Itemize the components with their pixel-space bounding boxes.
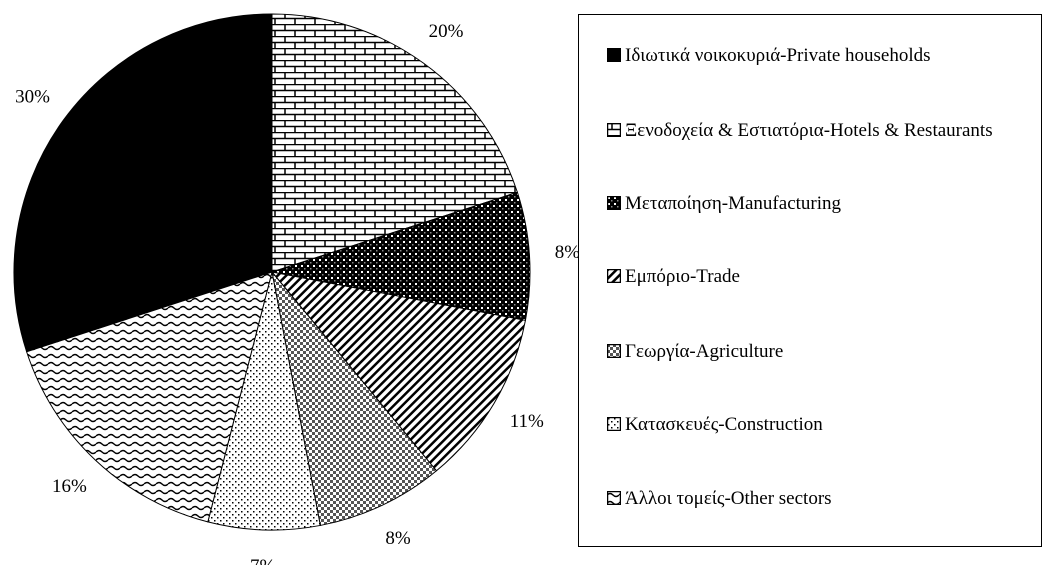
data-label: 11% — [510, 411, 544, 432]
legend-swatch — [607, 344, 621, 358]
legend-swatch-box — [607, 48, 621, 62]
data-label: 8% — [385, 528, 411, 549]
legend-swatch-box — [607, 344, 621, 358]
data-label: 8% — [555, 242, 578, 263]
pie-slice — [270, 271, 527, 472]
legend-label: Μεταποίηση-Manufacturing — [625, 193, 842, 214]
legend-swatch — [607, 417, 621, 431]
legend-item: Μεταποίηση-Manufacturing — [607, 190, 1037, 217]
legend-swatch — [607, 123, 621, 137]
pie-slice — [271, 191, 531, 321]
legend-label: Ξενοδοχεία & Εστιατόρια-Hotels & Restaur… — [625, 120, 993, 141]
legend-label: Γεωργία-Agriculture — [625, 341, 784, 362]
legend-swatch — [607, 48, 621, 62]
legend-label: Κατασκευές-Construction — [625, 414, 823, 435]
legend-swatch-box — [607, 196, 621, 210]
data-label: 20% — [429, 21, 464, 42]
pie-slice — [271, 13, 519, 273]
legend-swatch-box — [607, 417, 621, 431]
legend-item: Γεωργία-Agriculture — [607, 338, 1037, 365]
legend-swatch-box — [607, 123, 621, 137]
pie-slice — [271, 271, 438, 527]
legend-swatch — [607, 196, 621, 210]
pie-chart: 30% 20% 8% 11% 8% 7% 16% — [13, 13, 578, 565]
pie-slice — [13, 13, 273, 353]
legend-item: Ιδιωτικά νοικοκυριά-Private households — [607, 42, 1037, 69]
legend: Ιδιωτικά νοικοκυριά-Private households Ξε… — [578, 14, 1042, 547]
data-label: 30% — [15, 86, 50, 107]
legend-swatch-box — [607, 269, 621, 283]
legend-item: Εμπόριο-Trade — [607, 263, 1037, 290]
legend-swatch-box — [607, 491, 621, 505]
pie-slice — [207, 271, 321, 531]
legend-label: Ιδιωτικά νοικοκυριά-Private households — [625, 45, 931, 66]
data-label: 7% — [250, 556, 276, 565]
legend-item: Κατασκευές-Construction — [607, 411, 1037, 438]
data-label: 16% — [52, 476, 87, 497]
legend-item: Άλλοι τομείς-Other sectors — [607, 485, 1037, 512]
legend-swatch — [607, 269, 621, 283]
legend-item: Ξενοδοχεία & Εστιατόρια-Hotels & Restaur… — [607, 117, 1037, 144]
legend-label: Άλλοι τομείς-Other sectors — [625, 488, 832, 509]
pie-slice — [25, 271, 273, 523]
legend-label: Εμπόριο-Trade — [625, 266, 740, 287]
legend-swatch — [607, 491, 621, 505]
